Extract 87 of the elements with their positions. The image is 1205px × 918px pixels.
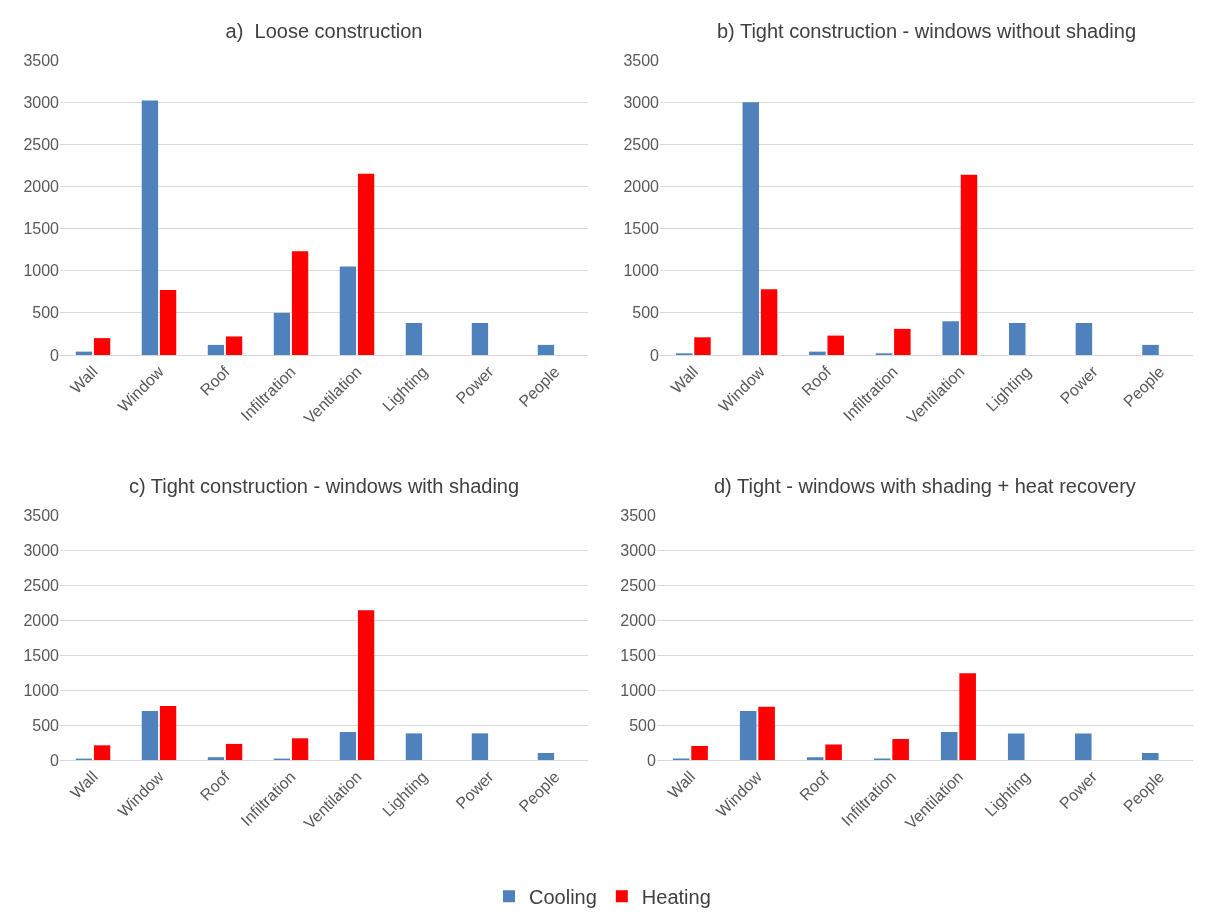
bar (291, 251, 309, 355)
bar (1075, 322, 1093, 355)
bar (471, 322, 489, 355)
chart-title: b) Tight construction - windows without shading (716, 20, 1137, 42)
bar (141, 711, 159, 760)
bar (225, 743, 243, 760)
bar (1141, 753, 1159, 760)
bar (942, 321, 959, 355)
y-tick-label: 1000 (23, 262, 60, 280)
bar (940, 732, 958, 760)
bar (1142, 344, 1159, 355)
bar (291, 738, 309, 760)
y-tick-label: 0 (650, 346, 660, 364)
bar (1009, 322, 1026, 355)
bar (339, 732, 357, 760)
y-tick-label: 0 (50, 751, 60, 769)
y-tick-label: 3500 (623, 51, 660, 69)
bar (809, 351, 826, 355)
y-tick-label: 1500 (23, 646, 60, 664)
bar (159, 290, 177, 355)
y-tick-label: 1500 (623, 220, 660, 238)
bar (691, 746, 708, 760)
bar (339, 266, 357, 355)
x-tick-label: Wall (667, 362, 702, 397)
bar (959, 673, 976, 760)
y-tick-label: 2500 (623, 135, 660, 153)
bar (739, 711, 757, 760)
y-tick-label: 1000 (23, 681, 60, 699)
bar (1074, 733, 1092, 760)
y-tick-label: 3500 (620, 506, 656, 524)
y-tick-label: 500 (629, 716, 656, 734)
bar (225, 336, 243, 355)
y-tick-label: 2500 (23, 135, 60, 153)
bar (537, 344, 555, 355)
bar (141, 100, 159, 355)
bar (894, 328, 911, 355)
y-tick-label: 3500 (23, 51, 60, 69)
y-tick-label: 500 (632, 304, 660, 322)
legend-label: Cooling (529, 885, 597, 908)
bar (159, 706, 177, 760)
y-tick-label: 3000 (23, 541, 60, 559)
x-tick-label: Wall (67, 362, 101, 397)
bar (825, 744, 842, 760)
bar (1007, 733, 1025, 760)
y-tick-label: 2000 (23, 178, 60, 196)
bar (357, 610, 375, 760)
chart-title: c) Tight construction - windows with shading (128, 475, 520, 497)
y-tick-label: 1000 (623, 262, 660, 280)
bar (806, 757, 824, 760)
bar (93, 338, 111, 355)
x-tick-label: Wall (67, 767, 101, 802)
bar (93, 745, 111, 760)
bar (207, 757, 225, 760)
bar (892, 739, 909, 760)
bar (207, 344, 225, 355)
y-tick-label: 3000 (620, 541, 656, 559)
x-tick-label: Wall (664, 767, 699, 802)
chart-title: a) Loose construction (225, 20, 423, 42)
bar (405, 322, 423, 355)
bar (357, 173, 375, 355)
y-tick-label: 1500 (620, 646, 656, 664)
y-tick-label: 2000 (23, 611, 60, 629)
bar (471, 733, 489, 760)
y-tick-label: 3000 (23, 93, 60, 111)
y-tick-label: 2000 (620, 611, 656, 629)
bar (273, 312, 291, 355)
y-tick-label: 2500 (620, 576, 656, 594)
y-tick-label: 3500 (23, 506, 60, 524)
y-tick-label: 500 (32, 716, 60, 734)
bar (694, 337, 711, 355)
bar (537, 753, 555, 760)
chart-title: d) Tight - windows with shading + heat recovery (713, 475, 1136, 497)
bar (960, 174, 978, 355)
legend-label: Heating (641, 885, 711, 908)
bar (758, 706, 775, 760)
bar (827, 335, 844, 355)
y-tick-label: 500 (32, 304, 60, 322)
bar (760, 289, 778, 355)
y-tick-label: 1000 (620, 681, 656, 699)
bar (405, 733, 423, 760)
y-tick-label: 0 (50, 346, 60, 364)
y-tick-label: 2500 (23, 576, 60, 594)
y-tick-label: 3000 (623, 93, 660, 111)
y-tick-label: 1500 (23, 220, 60, 238)
y-tick-label: 0 (646, 751, 656, 769)
y-tick-label: 2000 (623, 178, 660, 196)
bar (742, 102, 760, 355)
